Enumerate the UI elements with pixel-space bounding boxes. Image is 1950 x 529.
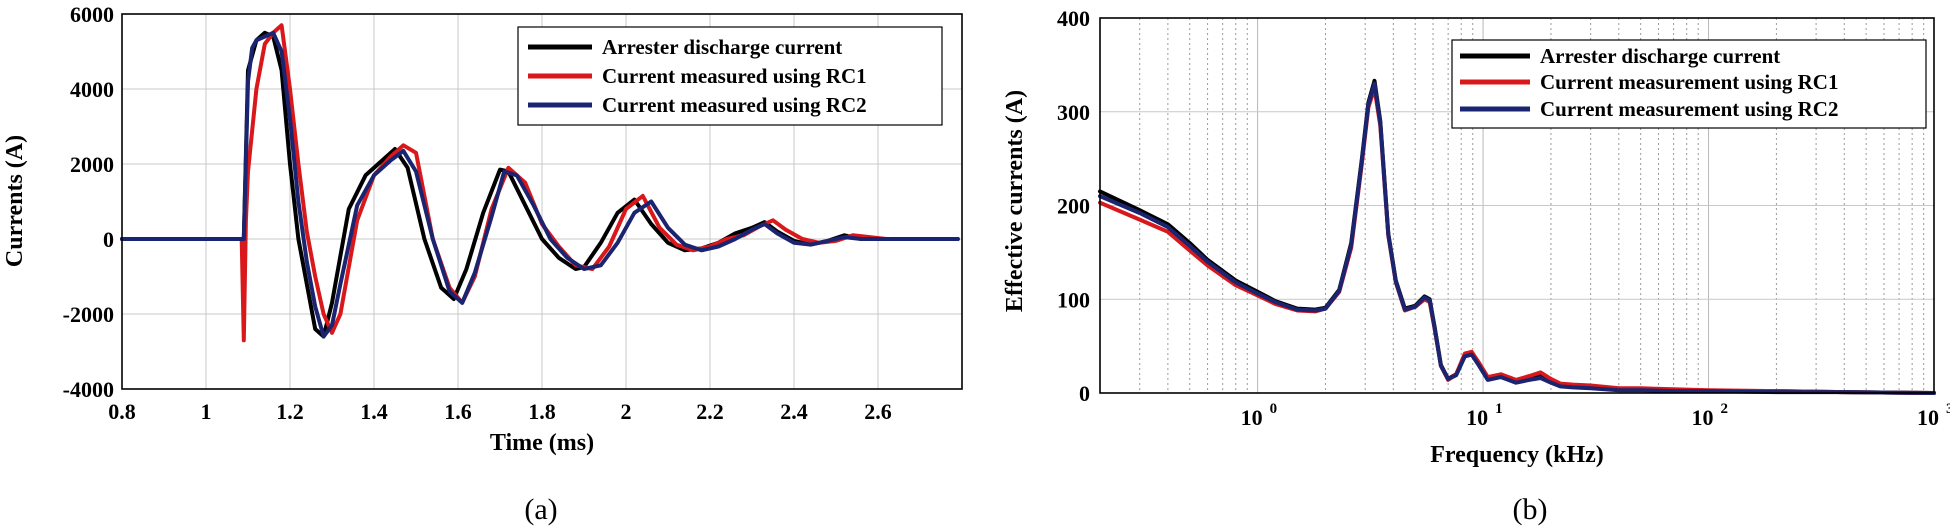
legend-b: Arrester discharge current Current measu… [1451, 39, 1927, 129]
x-tick-label-a: 0.8 [108, 399, 136, 424]
x-tick-label-b: 10 [1466, 405, 1488, 430]
y-tick-label-a: -2000 [63, 302, 114, 327]
series-group-a [120, 23, 960, 343]
y-tick-label-a: -4000 [63, 377, 114, 402]
legend-label-b-2: Current measurement using RC2 [1540, 97, 1838, 121]
legend-label-a-1: Current measured using RC1 [602, 64, 867, 88]
y-ticks-a: -4000 -2000 0 2000 4000 6000 [63, 2, 114, 402]
x-ticks-a: 0.8 1 1.2 1.4 1.6 1.8 2 2.2 2.4 2.6 [108, 399, 892, 424]
y-axis-label-a: Currents (A) [2, 135, 28, 267]
x-tick-label-b: 10 [1241, 405, 1263, 430]
x-tick-label-b: 10 [1917, 405, 1939, 430]
x-tick-label-a: 1.6 [444, 399, 472, 424]
series-line-b-2 [1098, 81, 1936, 395]
x-tick-exponent-b: 2 [1721, 401, 1729, 417]
x-tick-exponent-b: 0 [1270, 401, 1278, 417]
legend-label-a-0: Arrester discharge current [602, 35, 842, 59]
legend-label-a-2: Current measured using RC2 [602, 93, 867, 117]
legend-label-b-0: Arrester discharge current [1540, 44, 1780, 68]
x-axis-label-b: Frequency (kHz) [1430, 442, 1604, 468]
axes-frame-a [121, 13, 963, 390]
x-tick-label-a: 1.8 [528, 399, 556, 424]
series-group-b [1098, 78, 1936, 395]
x-tick-label-a: 2 [621, 399, 632, 424]
x-tick-label-a: 2.6 [864, 399, 892, 424]
y-axis-label-b: Effective currents (A) [1002, 90, 1028, 312]
y-tick-label-a: 4000 [70, 77, 114, 102]
x-tick-label-a: 2.4 [780, 399, 808, 424]
y-ticks-b: 0 100 200 300 400 [1057, 6, 1090, 406]
axes-frame-b [1099, 17, 1935, 394]
legend-label-b-1: Current measurement using RC1 [1540, 70, 1838, 94]
y-tick-label-b: 300 [1057, 100, 1090, 125]
panel-a: 0.8 1 1.2 1.4 1.6 1.8 2 2.2 2.4 2.6 -4000 -2000 0 20… [2, 2, 963, 526]
y-tick-label-a: 2000 [70, 152, 114, 177]
y-tick-label-a: 0 [103, 227, 114, 252]
x-tick-label-b: 10 [1692, 405, 1714, 430]
x-tick-label-a: 1.4 [360, 399, 388, 424]
panel-label-b: (b) [1513, 493, 1548, 526]
series-line-a-2 [120, 30, 960, 339]
legend-a: Arrester discharge current Current measu… [517, 26, 943, 126]
x-tick-label-a: 1.2 [276, 399, 304, 424]
x-tick-exponent-b: 1 [1495, 401, 1503, 417]
x-tick-exponent-b: 3 [1946, 401, 1950, 417]
y-tick-label-a: 6000 [70, 2, 114, 27]
legend-box-b [1451, 39, 1927, 129]
x-tick-label-a: 1 [201, 399, 212, 424]
y-tick-label-b: 200 [1057, 194, 1090, 219]
x-tick-label-a: 2.2 [696, 399, 724, 424]
x-ticks-b: 10 0 10 1 10 2 10 3 [1241, 401, 1950, 430]
x-axis-label-a: Time (ms) [490, 430, 594, 456]
y-tick-label-b: 400 [1057, 6, 1090, 31]
y-tick-label-b: 0 [1079, 381, 1090, 406]
panel-label-a: (a) [524, 493, 557, 526]
y-tick-label-b: 100 [1057, 287, 1090, 312]
